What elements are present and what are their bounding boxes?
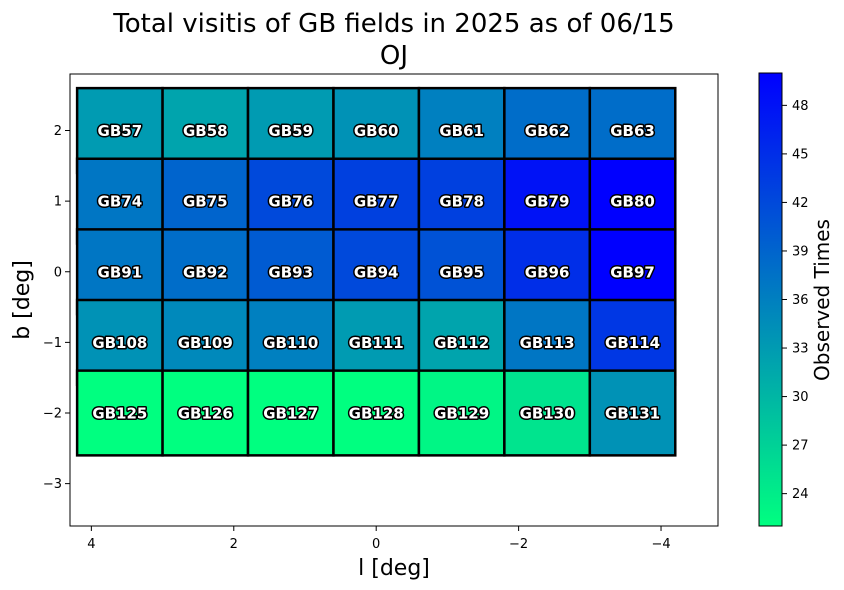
field-cell-gb129 bbox=[417, 369, 506, 457]
chart-title: Total visitis of GB fields in 2025 as of… bbox=[112, 9, 674, 39]
colorbar-label: Observed Times bbox=[810, 219, 834, 381]
field-label-gb111: GB111 bbox=[349, 334, 404, 352]
heatmap-cells bbox=[75, 86, 677, 457]
field-label-gb60: GB60 bbox=[354, 122, 399, 140]
colorbar-tick-label: 39 bbox=[792, 244, 809, 259]
field-label-gb114: GB114 bbox=[605, 334, 660, 352]
colorbar-tick-label: 45 bbox=[792, 147, 809, 162]
y-tick-label: 1 bbox=[54, 195, 62, 210]
colorbar-tick-label: 48 bbox=[792, 99, 809, 114]
field-label-gb74: GB74 bbox=[98, 193, 143, 211]
field-label-gb112: GB112 bbox=[434, 334, 489, 352]
field-label-gb61: GB61 bbox=[439, 122, 484, 140]
colorbar-tick-label: 30 bbox=[792, 390, 809, 405]
field-label-gb113: GB113 bbox=[520, 334, 575, 352]
y-tick-label: 0 bbox=[54, 265, 62, 280]
heatmap-cell-labels: GB57 GB58 GB59 GB60 GB61 GB62 GB63 GB74 GB75 GB76… bbox=[91, 121, 662, 425]
field-label-gb63: GB63 bbox=[610, 122, 655, 140]
field-cell-gb126 bbox=[161, 369, 250, 457]
field-cell-gb131 bbox=[588, 369, 677, 457]
field-label-gb128: GB128 bbox=[349, 405, 404, 423]
field-label-gb76: GB76 bbox=[268, 193, 313, 211]
y-axis-label: b [deg] bbox=[10, 260, 35, 340]
colorbar-tick-label: 24 bbox=[792, 487, 809, 502]
field-cell-gb130 bbox=[503, 369, 592, 457]
field-label-gb91: GB91 bbox=[98, 263, 143, 281]
field-label-gb58: GB58 bbox=[183, 122, 228, 140]
colorbar bbox=[758, 72, 783, 527]
y-axis-ticks: 2 1 0 −1 −2 −3 bbox=[43, 124, 70, 492]
field-label-gb80: GB80 bbox=[610, 193, 655, 211]
field-label-gb92: GB92 bbox=[183, 263, 228, 281]
colorbar-ticks: 24 27 30 33 36 39 42 45 48 bbox=[782, 99, 809, 502]
field-label-gb127: GB127 bbox=[263, 405, 318, 423]
field-label-gb125: GB125 bbox=[92, 405, 147, 423]
field-label-gb110: GB110 bbox=[263, 334, 318, 352]
y-tick-label: 2 bbox=[54, 124, 62, 139]
y-tick-label: −3 bbox=[43, 477, 62, 492]
field-label-gb79: GB79 bbox=[525, 193, 570, 211]
colorbar-tick-label: 36 bbox=[792, 293, 809, 308]
x-tick-label: 2 bbox=[230, 537, 238, 552]
field-label-gb77: GB77 bbox=[354, 193, 399, 211]
y-tick-label: −1 bbox=[43, 336, 62, 351]
x-axis-label: l [deg] bbox=[358, 556, 430, 581]
colorbar-tick-label: 42 bbox=[792, 196, 809, 211]
y-tick-label: −2 bbox=[43, 407, 62, 422]
field-label-gb96: GB96 bbox=[525, 263, 570, 281]
field-label-gb109: GB109 bbox=[178, 334, 233, 352]
field-label-gb59: GB59 bbox=[268, 122, 313, 140]
colorbar-tick-label: 27 bbox=[792, 439, 809, 454]
x-tick-label: −4 bbox=[651, 537, 670, 552]
field-label-gb78: GB78 bbox=[439, 193, 484, 211]
chart-subtitle: OJ bbox=[380, 41, 408, 71]
field-label-gb94: GB94 bbox=[354, 263, 399, 281]
field-label-gb93: GB93 bbox=[268, 263, 313, 281]
x-axis-ticks: 4 2 0 −2 −4 bbox=[87, 526, 671, 552]
field-label-gb75: GB75 bbox=[183, 193, 228, 211]
field-label-gb130: GB130 bbox=[520, 405, 575, 423]
colorbar-tick-label: 33 bbox=[792, 342, 809, 357]
x-tick-label: 4 bbox=[87, 537, 95, 552]
field-label-gb57: GB57 bbox=[98, 122, 143, 140]
field-label-gb97: GB97 bbox=[610, 263, 655, 281]
field-label-gb95: GB95 bbox=[439, 263, 484, 281]
field-label-gb131: GB131 bbox=[605, 405, 660, 423]
field-label-gb126: GB126 bbox=[178, 405, 233, 423]
field-label-gb108: GB108 bbox=[92, 334, 147, 352]
x-tick-label: −2 bbox=[509, 537, 528, 552]
field-label-gb129: GB129 bbox=[434, 405, 489, 423]
x-tick-label: 0 bbox=[372, 537, 380, 552]
field-label-gb62: GB62 bbox=[525, 122, 570, 140]
